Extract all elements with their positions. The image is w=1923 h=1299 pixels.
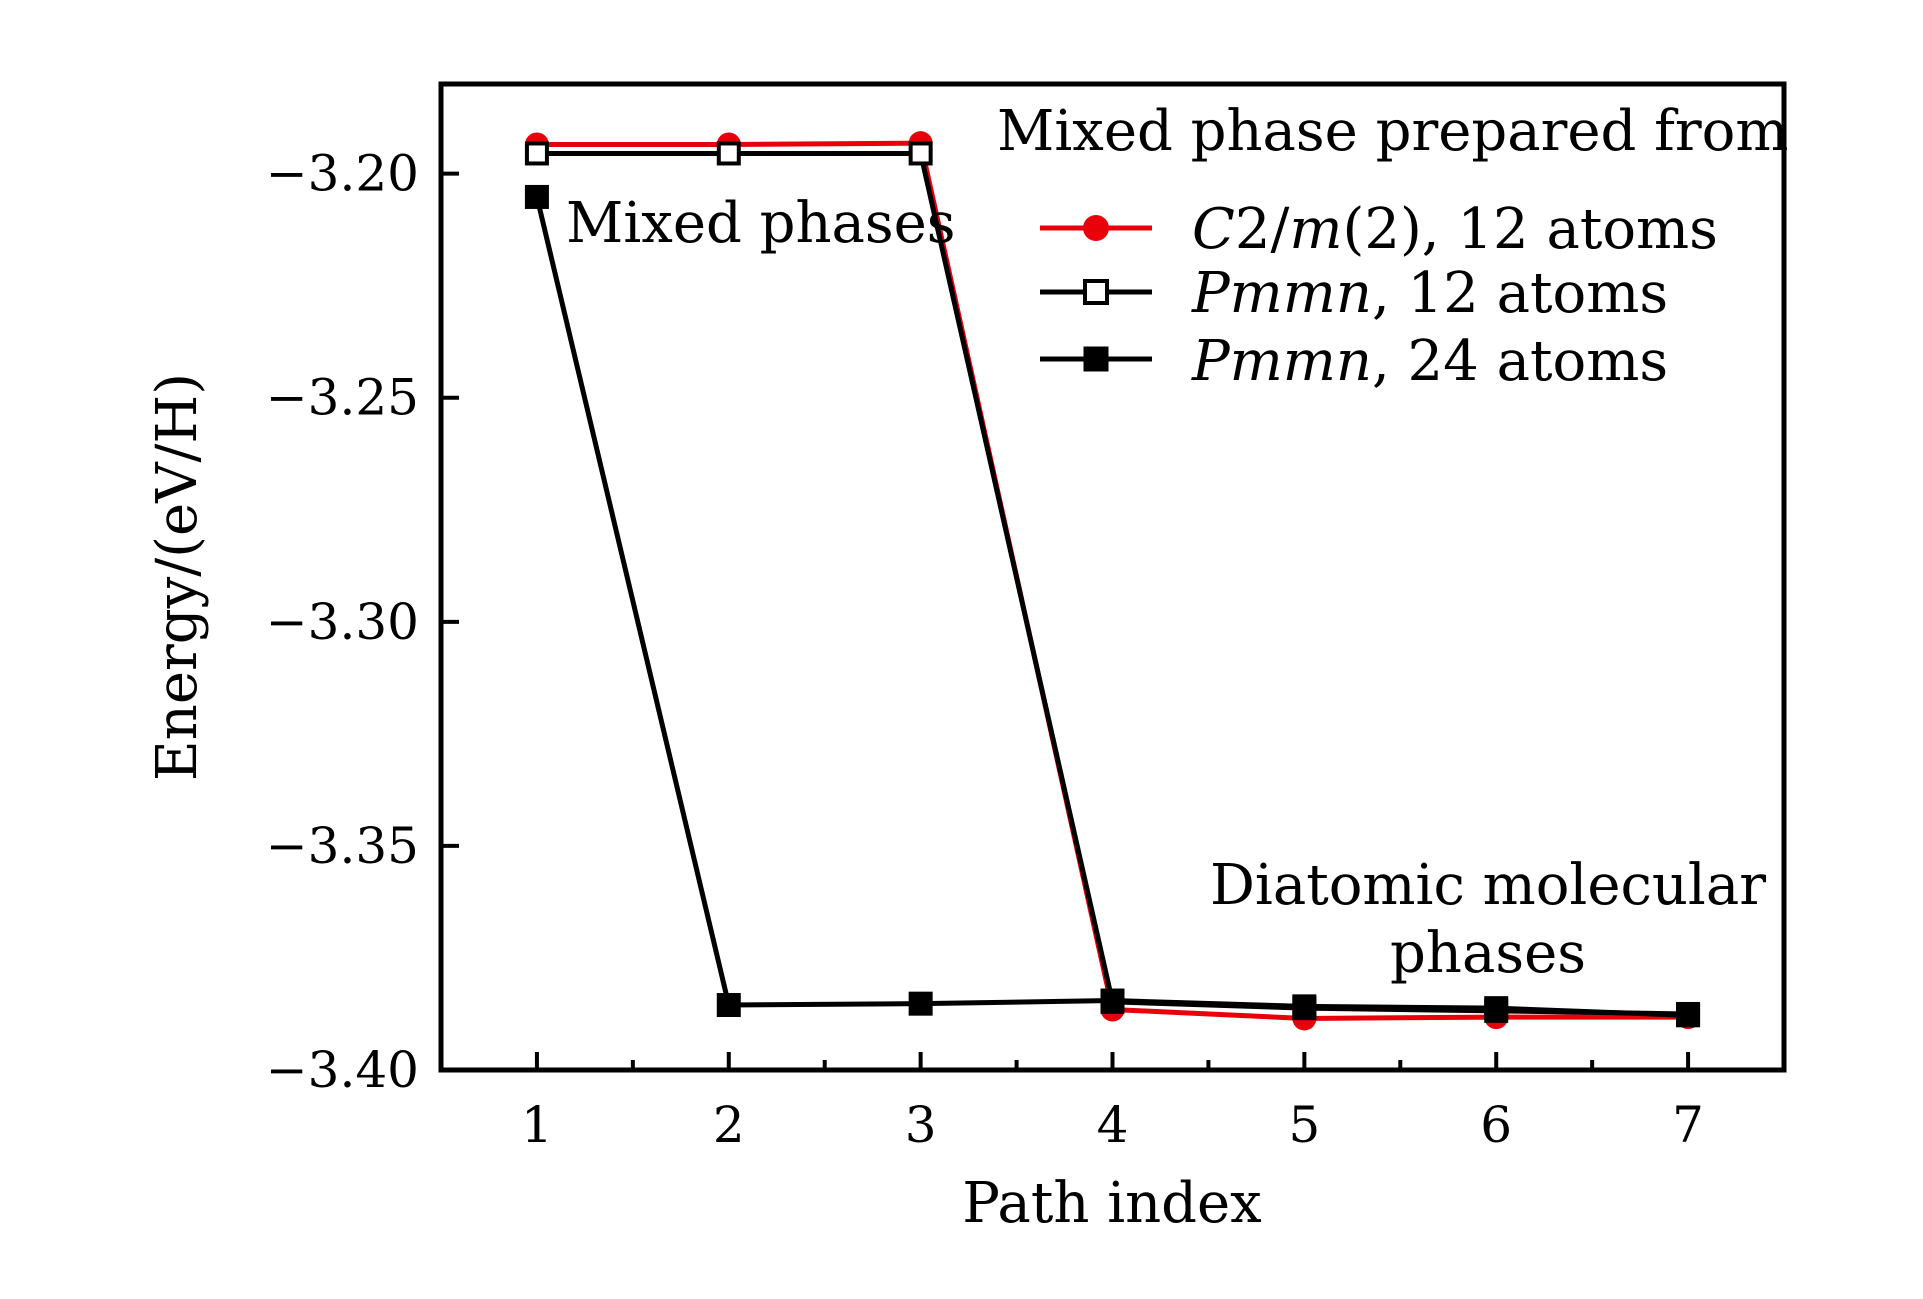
point-pmmn-24 <box>716 993 741 1018</box>
y-axis-title: Energy/(eV/H) <box>145 373 210 781</box>
legend-label-pmmn-24: Pmmn, 24 atoms <box>1191 329 1668 394</box>
point-pmmn-12 <box>716 141 741 166</box>
x-tick-label: 3 <box>905 1096 937 1154</box>
point-pmmn-24 <box>1676 1003 1701 1028</box>
legend-entry-pmmn-12: Pmmn, 12 atoms <box>1040 261 1668 326</box>
x-tick-label: 1 <box>521 1096 553 1154</box>
legend-entry-pmmn-24: Pmmn, 24 atoms <box>1040 329 1668 394</box>
plot-frame <box>438 81 1787 1073</box>
y-tick-label: −3.30 <box>266 593 419 651</box>
x-tick-label: 5 <box>1288 1096 1320 1154</box>
legend-marker-c2m-12 <box>1083 215 1109 241</box>
legend-label-c2m-12: C2/m(2), 12 atoms <box>1192 197 1718 262</box>
x-tick-label: 2 <box>713 1096 745 1154</box>
y-tick-label: −3.35 <box>266 817 419 875</box>
axes-layer: 1 2 3 4 5 6 7 −3.20 −3.25 −3.30 −3.35 −3.40 <box>266 145 1704 1154</box>
point-pmmn-24 <box>908 991 933 1016</box>
x-tick-label: 6 <box>1480 1096 1512 1154</box>
annotation-mixed-phases: Mixed phases <box>566 191 956 256</box>
legend-label-pmmn-12: Pmmn, 12 atoms <box>1191 261 1668 326</box>
y-tick-label: −3.20 <box>266 145 419 203</box>
annotation-diatomic-line1: Diatomic molecular <box>1210 853 1766 918</box>
legend-title: Mixed phase prepared from <box>997 99 1788 164</box>
legend-marker-pmmn-12 <box>1083 279 1109 305</box>
point-pmmn-12 <box>524 141 549 166</box>
annotation-diatomic-line2: phases <box>1390 921 1586 986</box>
y-tick-label: −3.25 <box>266 369 419 427</box>
x-axis-title: Path index <box>962 1171 1261 1236</box>
legend-marker-pmmn-24 <box>1083 346 1109 372</box>
series-layer <box>524 131 1701 1031</box>
legend-entry-c2m-12: C2/m(2), 12 atoms <box>1040 197 1718 262</box>
point-pmmn-12 <box>908 141 933 166</box>
x-tick-label: 4 <box>1097 1096 1129 1154</box>
point-pmmn-24 <box>524 184 549 209</box>
legend: Mixed phase prepared from C2/m(2), 12 at… <box>997 99 1788 394</box>
point-pmmn-24 <box>1292 994 1317 1019</box>
y-tick-label: −3.40 <box>266 1041 419 1099</box>
x-tick-label: 7 <box>1672 1096 1704 1154</box>
point-pmmn-24 <box>1484 996 1509 1021</box>
point-pmmn-24 <box>1100 988 1125 1013</box>
